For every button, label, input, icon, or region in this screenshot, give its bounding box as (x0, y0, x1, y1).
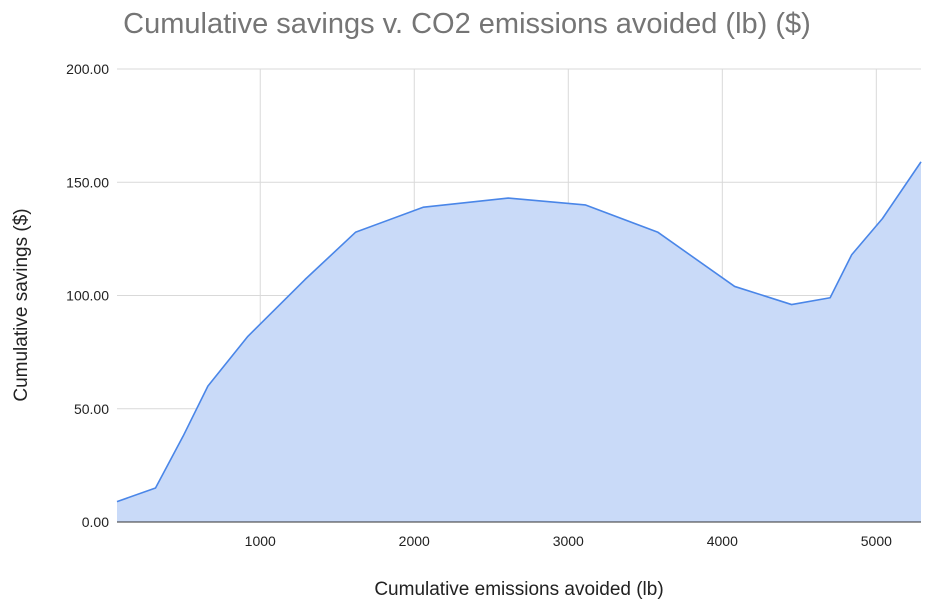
y-axis-title: Cumulative savings ($) (11, 208, 32, 401)
x-tick-label: 3000 (553, 533, 584, 549)
y-tick-label: 150.00 (66, 174, 109, 190)
y-tick-label: 200.00 (66, 61, 109, 77)
y-tick-label: 50.00 (74, 401, 109, 417)
x-axis-title: Cumulative emissions avoided (lb) (374, 579, 663, 600)
y-tick-label: 100.00 (66, 288, 109, 304)
x-tick-label: 4000 (707, 533, 738, 549)
x-axis-ticks: 1000 2000 3000 4000 5000 (245, 533, 892, 549)
x-tick-label: 1000 (245, 533, 276, 549)
chart-title: Cumulative savings v. CO2 emissions avoi… (123, 8, 811, 40)
plot-area (116, 161, 922, 523)
x-tick-label: 2000 (399, 533, 430, 549)
area-fill (117, 161, 921, 523)
y-axis-ticks: 0.00 50.00 100.00 150.00 200.00 (66, 61, 109, 530)
x-tick-label: 5000 (861, 533, 892, 549)
y-tick-label: 0.00 (82, 514, 109, 530)
